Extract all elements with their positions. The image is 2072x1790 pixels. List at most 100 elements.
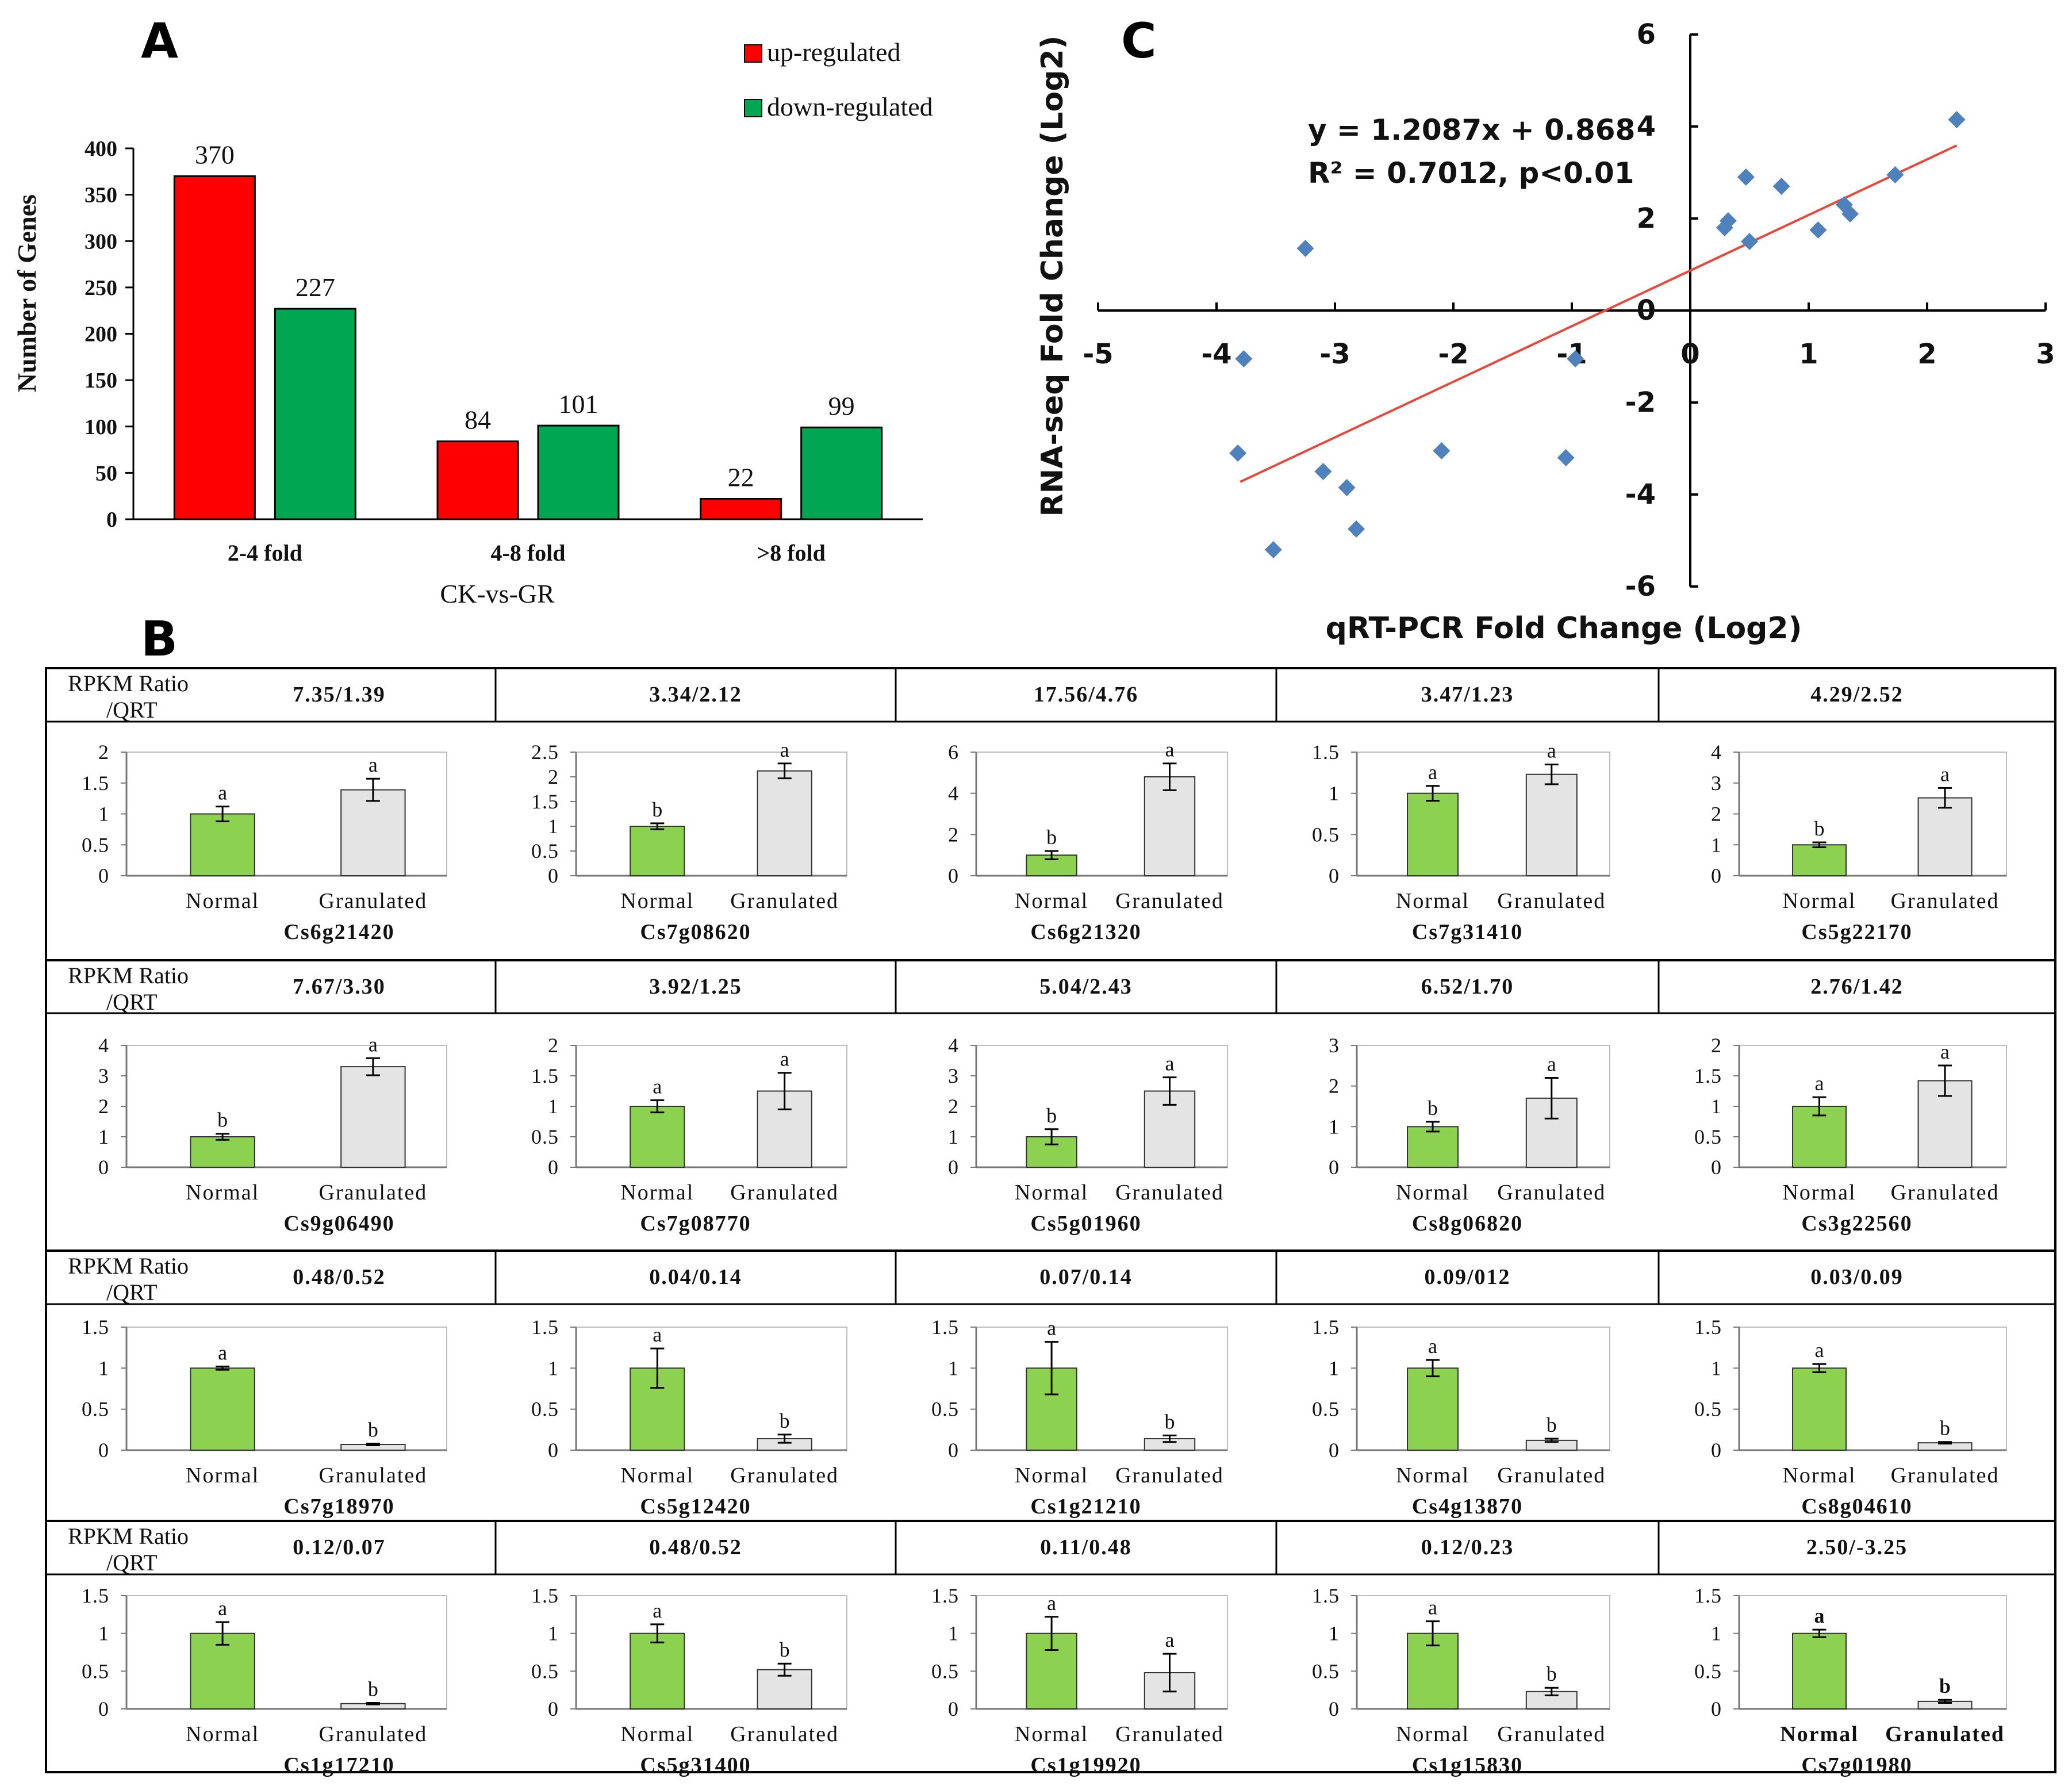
panel-a-legend-swatch [744, 99, 762, 117]
panel-b-y-tick-label: 0 [548, 1697, 559, 1720]
panel-b-rpkm-ratio: 0.48/0.52 [649, 1535, 742, 1559]
panel-b-bar [1525, 1691, 1578, 1709]
panel-b-significance-letter: a [653, 1599, 662, 1622]
panel-b-category-label: Normal [620, 1722, 694, 1746]
panel-b-y-tick-label: 1.5 [82, 1316, 109, 1339]
panel-b-rpkm-ratio: 0.09/012 [1424, 1265, 1510, 1289]
panel-b-y-tick-label: 1 [98, 1125, 109, 1148]
panel-b-y-tick-label: 1.5 [931, 1584, 959, 1607]
panel-b-y-tick-label: 1 [948, 1622, 959, 1645]
panel-b-category-label: Normal [1015, 1463, 1088, 1488]
panel-b-bar [340, 789, 406, 876]
panel-b-category-label: Normal [620, 1180, 694, 1205]
panel-b-y-tick-label: 0 [1329, 1439, 1340, 1462]
panel-b-y-tick-label: 3 [98, 1064, 109, 1087]
panel-b-y-tick-label: 0 [948, 1697, 959, 1720]
panel-b-gene-label: Cs7g08620 [640, 920, 751, 944]
panel-b-bar [1792, 844, 1847, 876]
panel-b-y-tick-label: 2 [98, 741, 109, 764]
panel-b-y-tick-label: 2 [1329, 1075, 1340, 1098]
panel-b-category-label: Granulated [1497, 1722, 1606, 1746]
panel-b-y-tick-label: 2 [548, 1034, 559, 1057]
panel-b-gene-label: Cs1g19920 [1030, 1753, 1141, 1777]
panel-b-significance-letter: a [369, 753, 378, 776]
panel-b-gene-label: Cs6g21320 [1030, 920, 1141, 944]
panel-c-y-tick-label: 6 [1637, 18, 1656, 51]
panel-a-bar [537, 424, 620, 520]
panel-b-y-tick-label: 4 [1711, 741, 1722, 764]
panel-c-scatter-point [1741, 233, 1758, 250]
panel-b-rpkm-ratio: 7.35/1.39 [293, 683, 386, 707]
panel-c-scatter-point [1235, 350, 1253, 367]
panel-b-rpkm-ratio: 17.56/4.76 [1034, 683, 1139, 707]
panel-b-y-tick-label: 1.5 [531, 1584, 559, 1607]
panel-a-category-label: 4-8 fold [491, 540, 566, 566]
panel-b-significance-letter: a [1165, 1052, 1174, 1075]
panel-c-x-tick-label: -5 [1083, 338, 1113, 370]
panel-b-category-label: Normal [186, 1463, 259, 1488]
panel-b-significance-letter: a [1815, 1339, 1824, 1362]
panel-b-rpkm-ratio: 0.48/0.52 [293, 1265, 386, 1289]
panel-b-significance-letter: b [368, 1419, 378, 1442]
panel-b-y-tick-label: 0.5 [1312, 1659, 1340, 1682]
panel-c-y-tick-label: 0 [1637, 294, 1656, 327]
panel-b-bar [1792, 1367, 1847, 1451]
panel-b-y-tick-label: 1.5 [1312, 1316, 1340, 1339]
panel-b-header-label: RPKM Ratio [68, 963, 189, 988]
panel-b-significance-letter: b [217, 1109, 228, 1132]
panel-b-bar [1144, 776, 1196, 876]
panel-b-significance-letter: a [1940, 762, 1950, 785]
panel-b-significance-letter: a [1428, 761, 1437, 784]
panel-a-y-tick-label: 0 [106, 508, 117, 532]
panel-c-x-tick-label: -3 [1319, 338, 1350, 370]
panel-b-significance-letter: b [1046, 826, 1057, 849]
panel-b-rpkm-ratio: 0.03/0.09 [1810, 1265, 1904, 1289]
panel-b-rpkm-ratio: 0.04/0.14 [649, 1265, 742, 1289]
panel-b-plot-area [126, 1327, 447, 1451]
panel-b-significance-letter: b [1164, 1410, 1175, 1433]
panel-b-category-label: Normal [1782, 1463, 1856, 1488]
panel-b-y-tick-label: 2 [1711, 803, 1722, 826]
panel-b-category-label: Granulated [319, 1463, 427, 1488]
panel-b-y-tick-label: 0.5 [931, 1659, 959, 1682]
panel-a-bar-value: 84 [465, 405, 491, 435]
panel-b-y-tick-label: 1 [548, 1356, 559, 1379]
panel-b-bar [190, 1367, 255, 1451]
panel-b-y-tick-label: 3 [948, 1064, 959, 1087]
panel-b-y-tick-label: 1 [1329, 782, 1340, 805]
panel-b-category-label: Granulated [1115, 889, 1224, 913]
panel-b-bar [630, 1632, 685, 1710]
panel-b-category-label: Granulated [1885, 1722, 2005, 1746]
panel-b-header-label: RPKM Ratio [68, 1253, 189, 1279]
panel-b-significance-letter: b [652, 798, 662, 821]
panel-b-category-label: Normal [620, 1463, 694, 1488]
panel-b-y-tick-label: 0.5 [1312, 823, 1340, 846]
panel-b-category-label: Granulated [1497, 1180, 1606, 1205]
panel-b-gene-label: Cs7g08770 [640, 1212, 751, 1236]
panel-a-y-tick-label: 300 [85, 229, 117, 254]
panel-b-significance-letter: b [1940, 1417, 1950, 1440]
panel-b-y-tick-label: 0.5 [82, 1659, 109, 1682]
panel-b-y-tick-label: 0 [1711, 1697, 1722, 1720]
panel-a-bar [274, 308, 356, 520]
panel-b-significance-letter: a [1815, 1072, 1824, 1095]
panel-b-y-tick-label: 1 [948, 1356, 959, 1379]
panel-b-category-label: Granulated [1115, 1463, 1224, 1488]
panel-b-y-tick-label: 1 [1329, 1115, 1340, 1138]
panel-c-y-tick-label: 4 [1637, 110, 1656, 143]
panel-a-legend-label: down-regulated [767, 92, 933, 121]
panel-b-y-tick-label: 1.5 [531, 1316, 559, 1339]
panel-b-y-tick-label: 0 [1329, 1156, 1340, 1179]
panel-c-scatter-point [1314, 463, 1332, 480]
panel-c-r-squared: R² = 0.7012, p<0.01 [1308, 156, 1634, 190]
panel-a-bar-value: 99 [828, 391, 855, 420]
panel-b-y-tick-label: 1 [1711, 1095, 1722, 1118]
panel-b-y-tick-label: 0 [548, 1156, 559, 1179]
panel-c-scatter-point [1716, 219, 1733, 236]
panel-b-gene-label: Cs5g31400 [640, 1753, 751, 1777]
panel-c-scatter-point [1433, 442, 1451, 459]
panel-b-gene-label: Cs7g01980 [1801, 1753, 1912, 1777]
panel-c-scatter-point [1567, 350, 1584, 367]
panel-b-significance-letter: a [653, 1323, 662, 1346]
